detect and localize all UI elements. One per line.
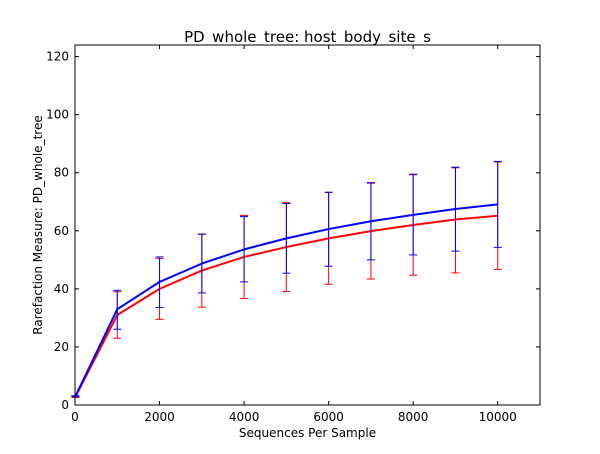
- x-tick-label: 10000: [479, 410, 517, 424]
- y-tick-label: 40: [54, 282, 69, 296]
- plot-frame: [74, 44, 541, 406]
- x-tick-label: 6000: [313, 410, 344, 424]
- series-line: [74, 203, 498, 397]
- x-axis-label: Sequences Per Sample: [239, 426, 376, 440]
- y-tick-label: 60: [54, 224, 69, 238]
- plot-area: [75, 45, 540, 405]
- chart-marks: [71, 160, 502, 398]
- chart-title: PD_whole_tree: host_body_site_s: [184, 28, 431, 47]
- series-1: [71, 160, 502, 398]
- chart-axes: 0 2000 4000 6000 8000 10000 0 20 40 60 80 100 120: [46, 45, 540, 424]
- y-tick-label: 120: [46, 50, 69, 64]
- x-tick-label: 4000: [229, 410, 260, 424]
- x-tick-label: 8000: [398, 410, 429, 424]
- y-tick-label: 0: [61, 398, 69, 412]
- x-tick-label: 0: [71, 410, 79, 424]
- x-tick-label: 2000: [144, 410, 175, 424]
- y-tick-label: 80: [54, 166, 69, 180]
- y-tick-label: 20: [54, 340, 69, 354]
- y-axis-label: Rarefaction Measure: PD_whole_tree: [31, 115, 45, 334]
- y-tick-label: 100: [46, 108, 69, 122]
